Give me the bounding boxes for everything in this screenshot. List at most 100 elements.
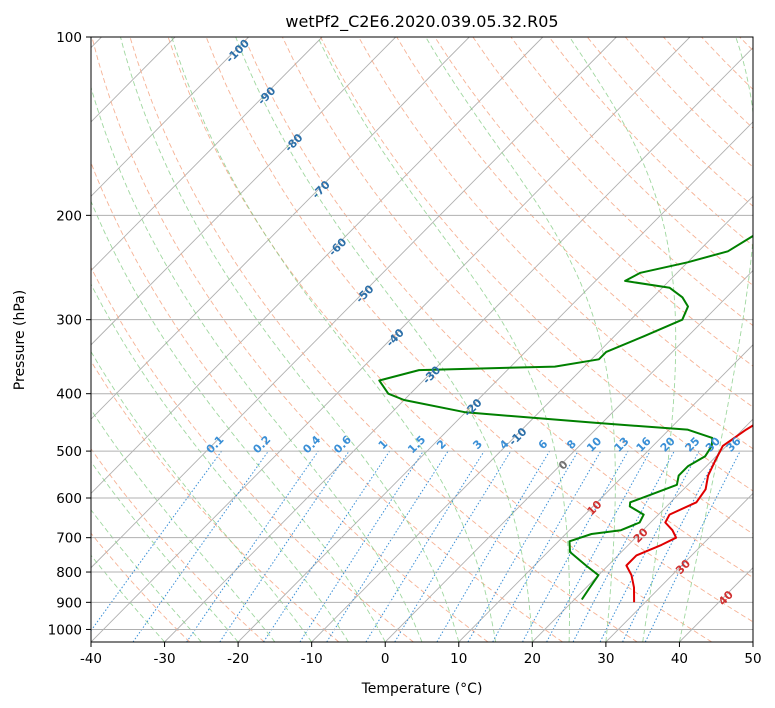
isotherm-line	[679, 567, 753, 642]
x-tick-label: 30	[597, 651, 614, 667]
moist-adiabat-line	[91, 200, 386, 642]
y-tick-label: 600	[56, 491, 82, 507]
dry-adiabat-line	[320, 37, 753, 492]
moist-adiabat-line	[91, 408, 276, 642]
mixing-ratio-line	[599, 450, 700, 642]
mixing-ratio-label: 36	[724, 434, 744, 454]
isotherm-line	[752, 641, 753, 642]
mixing-ratio-line	[394, 450, 512, 642]
dry-adiabat-line	[205, 37, 753, 623]
x-tick-label: 10	[450, 651, 467, 667]
isotherm-label: 10	[585, 498, 605, 518]
mixing-ratio-label: 0.2	[250, 433, 273, 456]
isotherm-label: -20	[461, 396, 484, 420]
mixing-ratio-line	[263, 450, 391, 642]
moist-adiabat-line	[425, 37, 616, 642]
isotherm-label: 20	[631, 525, 651, 545]
isotherm-line	[91, 37, 397, 346]
isotherm-label: -90	[255, 84, 278, 108]
isotherm-line	[605, 492, 753, 642]
dry-adiabat-line	[91, 37, 563, 642]
mixing-ratio-line	[219, 450, 350, 642]
isotherm-line	[91, 37, 617, 569]
dry-adiabat-line	[91, 532, 191, 642]
dry-adiabat-line	[167, 37, 713, 642]
y-tick-label: 800	[56, 565, 82, 581]
moist-adiabat-line	[91, 85, 423, 642]
x-tick-label: 0	[381, 651, 390, 667]
y-tick-label: 400	[56, 387, 82, 403]
y-tick-label: 1000	[48, 622, 82, 638]
dry-adiabat-line	[739, 37, 753, 52]
moist-adiabat-line	[317, 37, 571, 642]
moist-adiabat-line	[171, 37, 497, 642]
mixing-ratio-line	[299, 450, 424, 642]
isotherm-label: -70	[310, 178, 333, 202]
y-tick-label: 100	[56, 30, 82, 46]
dry-adiabat-line	[91, 448, 265, 642]
mixing-ratio-label: 0.1	[204, 433, 227, 456]
dry-adiabat-line	[91, 360, 340, 642]
y-tick-label: 900	[56, 595, 82, 611]
y-tick-label: 700	[56, 531, 82, 547]
isotherm-line	[91, 37, 544, 495]
moist-adiabat-line	[120, 37, 460, 642]
isotherm-label: 30	[673, 557, 693, 577]
dry-adiabat-line	[91, 161, 489, 642]
mixing-ratio-label: 1	[376, 437, 391, 452]
x-tick-label: -40	[80, 651, 102, 667]
dry-adiabat-line	[510, 37, 753, 287]
mixing-ratio-line	[365, 450, 485, 642]
dry-adiabat-line	[701, 37, 753, 90]
isotherm-line	[237, 121, 753, 642]
isotherm-label: -50	[353, 282, 376, 306]
isotherm-label: -60	[326, 235, 349, 259]
isotherm-line	[91, 37, 323, 272]
mixing-ratio-line	[132, 450, 269, 642]
x-tick-label: 50	[744, 651, 761, 667]
y-tick-label: 500	[56, 444, 82, 460]
temperature-profile-line	[625, 424, 753, 603]
isotherm-line	[91, 37, 470, 420]
mixing-ratio-line	[622, 450, 720, 642]
dry-adiabat-line	[358, 37, 753, 450]
mixing-ratio-label: 0.6	[331, 433, 354, 456]
mixing-ratio-line	[186, 450, 319, 642]
isotherm-line	[164, 46, 753, 642]
moist-adiabat-line	[235, 37, 533, 642]
dry-adiabat-line	[434, 37, 753, 367]
isotherm-line	[384, 269, 753, 642]
dry-adiabat-line	[91, 266, 414, 642]
isotherm-label: -80	[282, 131, 305, 155]
isotherm-line	[532, 418, 753, 642]
moist-adiabat-line	[569, 37, 677, 642]
moist-adiabat-line	[91, 460, 239, 642]
mixing-ratio-label: 8	[564, 437, 579, 452]
dry-adiabat-line	[472, 37, 753, 327]
mixing-ratio-label: 0.4	[300, 433, 323, 456]
isotherm-line	[458, 344, 753, 642]
mixing-ratio-label: 3	[470, 437, 485, 452]
dry-adiabat-line	[548, 37, 753, 247]
moist-adiabat-line	[91, 509, 202, 642]
x-tick-label: -20	[227, 651, 249, 667]
y-tick-label: 300	[56, 313, 82, 329]
isotherm-label: 0	[556, 458, 571, 473]
mixing-ratio-line	[492, 450, 602, 642]
x-tick-label: -30	[154, 651, 176, 667]
mixing-ratio-line	[572, 450, 675, 642]
moist-adiabat-line	[91, 350, 313, 642]
mixing-ratio-line	[91, 450, 223, 632]
mixing-ratio-label: 2	[434, 437, 449, 452]
isotherm-label: 40	[716, 588, 736, 608]
mixing-ratio-line	[522, 450, 629, 642]
isotherm-line	[91, 37, 249, 197]
mixing-ratio-label: 6	[536, 437, 551, 452]
x-tick-label: 20	[524, 651, 541, 667]
isotherm-label: -40	[384, 326, 407, 350]
mixing-ratio-line	[644, 450, 741, 642]
y-axis-label: Pressure (hPa)	[12, 290, 28, 390]
dry-adiabat-line	[129, 37, 638, 642]
x-tick-label: 40	[671, 651, 688, 667]
